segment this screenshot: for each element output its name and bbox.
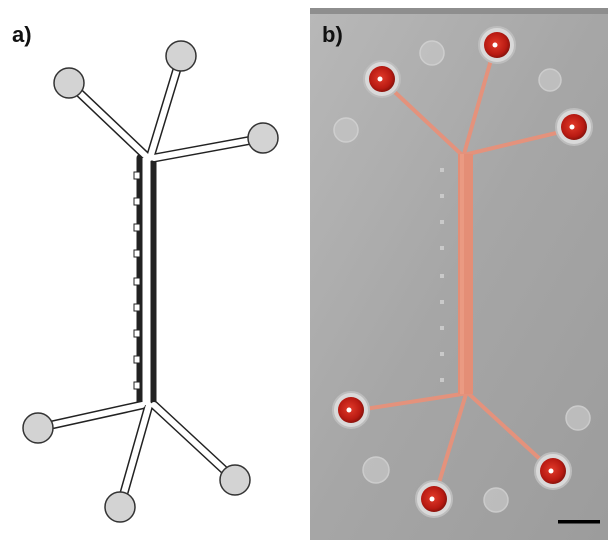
port-top-center [165, 40, 197, 72]
side-features [133, 171, 141, 390]
panel-a-label: a) [12, 22, 32, 47]
port-top-right [247, 122, 279, 154]
well-top-center [478, 26, 516, 64]
schematic-diagram [22, 40, 279, 523]
port-bottom-right [219, 464, 251, 496]
dye-wells [332, 26, 593, 518]
well-top-left [363, 60, 401, 98]
scale-bar [558, 520, 600, 524]
background-bubbles [333, 40, 591, 513]
well-bottom-left [332, 391, 370, 429]
well-top-right [555, 108, 593, 146]
well-bottom-right [534, 452, 572, 490]
panel-b-label: b) [322, 22, 343, 47]
port-bottom-center [104, 491, 136, 523]
channel-network [33, 51, 268, 512]
ports [22, 40, 279, 523]
port-bottom-left [22, 412, 54, 444]
side-features-photo [440, 168, 444, 382]
device-photo [310, 8, 608, 540]
port-top-left [53, 67, 85, 99]
well-bottom-center [415, 480, 453, 518]
